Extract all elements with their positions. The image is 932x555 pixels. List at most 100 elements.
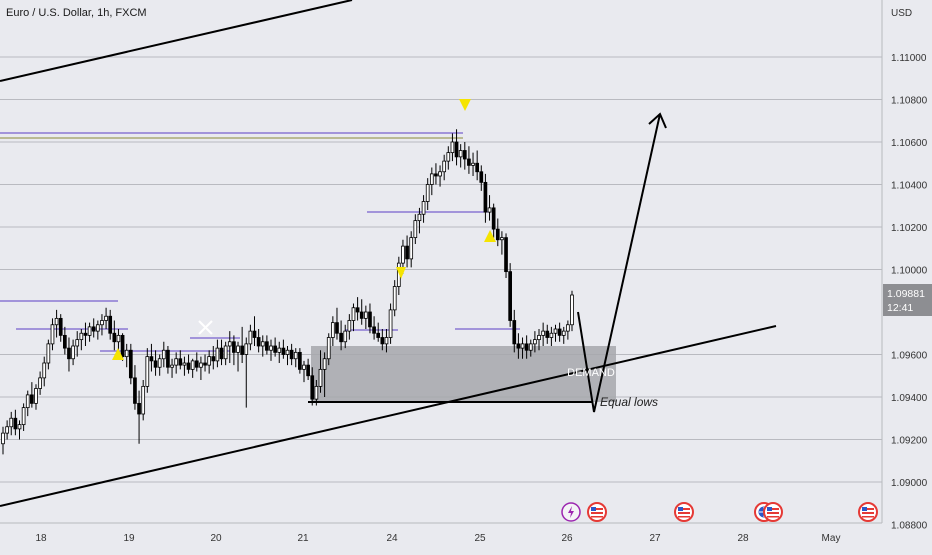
candle <box>409 231 414 268</box>
price-tick-label: 1.10600 <box>891 138 928 149</box>
candle <box>9 411 14 436</box>
price-tick-label: 1.09000 <box>891 478 928 489</box>
candle <box>137 390 141 444</box>
price-tick-label: 1.10400 <box>891 181 928 192</box>
candle <box>71 339 75 366</box>
candle <box>512 309 517 353</box>
candle <box>21 403 26 431</box>
candle <box>434 163 438 185</box>
candle <box>425 178 430 210</box>
candle <box>50 318 55 351</box>
candle <box>215 339 220 368</box>
candle <box>462 142 467 170</box>
time-tick-label: 28 <box>737 533 749 544</box>
candle <box>100 314 104 336</box>
candle <box>413 214 418 244</box>
time-tick-label: 21 <box>297 533 309 544</box>
us-flag-icon[interactable] <box>858 502 878 522</box>
candle <box>520 337 525 359</box>
lightning-icon[interactable] <box>561 502 581 522</box>
candle <box>54 309 59 338</box>
candle <box>343 324 348 349</box>
price-tick-label: 1.11000 <box>891 53 927 64</box>
candle <box>429 167 434 196</box>
candle <box>376 322 381 342</box>
candle <box>104 307 108 329</box>
candle <box>537 329 541 351</box>
countdown-timer: 12:41 <box>887 302 913 314</box>
candle <box>236 341 240 372</box>
candle <box>252 316 257 346</box>
candle <box>178 350 183 370</box>
candle <box>79 329 84 351</box>
candle <box>310 367 315 406</box>
candle <box>561 326 566 344</box>
candle <box>38 371 42 395</box>
time-tick-label: 25 <box>474 533 486 544</box>
trendline-upper <box>0 0 353 82</box>
candle <box>170 358 174 378</box>
candle <box>405 235 409 268</box>
us-flag-icon[interactable] <box>763 502 783 522</box>
time-tick-label: 24 <box>386 533 398 544</box>
candle <box>223 341 228 366</box>
candle <box>438 165 442 187</box>
candle <box>133 365 137 410</box>
candle <box>508 263 512 327</box>
candle <box>355 297 360 321</box>
candle <box>495 218 500 247</box>
markers <box>112 99 496 360</box>
candle <box>248 324 253 351</box>
candle <box>339 320 343 351</box>
candle <box>5 420 9 440</box>
candle <box>392 280 397 317</box>
candle <box>1 426 5 455</box>
candle <box>207 350 212 374</box>
candle <box>557 322 562 342</box>
trendline-lower <box>0 325 777 507</box>
candle <box>504 233 508 278</box>
candle <box>487 195 492 221</box>
demand-label: DEMAND <box>567 367 615 379</box>
price-tick-label: 1.10800 <box>891 96 928 107</box>
candle <box>227 331 232 363</box>
price-tick-label: 1.10200 <box>891 223 928 234</box>
candle <box>87 322 92 342</box>
candle <box>306 358 310 380</box>
candle <box>141 380 146 421</box>
candle <box>120 333 125 361</box>
candle <box>269 339 273 361</box>
candle <box>182 356 187 376</box>
us-flag-icon[interactable] <box>587 502 607 522</box>
current-price-tag: 1.09881 12:41 <box>883 284 932 316</box>
candle <box>153 350 158 376</box>
candle <box>335 307 339 340</box>
current-price-value: 1.09881 <box>887 288 925 300</box>
candle <box>293 348 298 368</box>
equal-lows-label: Equal lows <box>600 395 658 409</box>
time-tick-label: 19 <box>123 533 135 544</box>
time-tick-label: 18 <box>35 533 47 544</box>
candle <box>322 352 327 397</box>
time-tick-label: 27 <box>649 533 661 544</box>
marker-down-triangle <box>396 267 406 279</box>
candle <box>372 316 376 340</box>
candle <box>475 150 480 181</box>
candle <box>331 316 335 346</box>
projection-path <box>577 113 661 413</box>
candle <box>67 337 71 372</box>
candle <box>190 358 195 378</box>
candle <box>553 324 558 342</box>
candle <box>549 326 554 346</box>
candle <box>108 309 113 340</box>
price-axis-ticks[interactable]: 1.11000 1.10800 1.10600 1.10400 1.10200 1.100… <box>891 53 928 532</box>
time-axis-ticks[interactable]: 18 19 20 21 24 25 26 27 28 May <box>35 533 840 544</box>
candle <box>533 331 537 353</box>
candle <box>203 354 207 372</box>
candle <box>289 343 294 366</box>
x-marker-icon <box>198 320 213 335</box>
candle <box>446 146 451 170</box>
us-flag-icon[interactable] <box>674 502 694 522</box>
